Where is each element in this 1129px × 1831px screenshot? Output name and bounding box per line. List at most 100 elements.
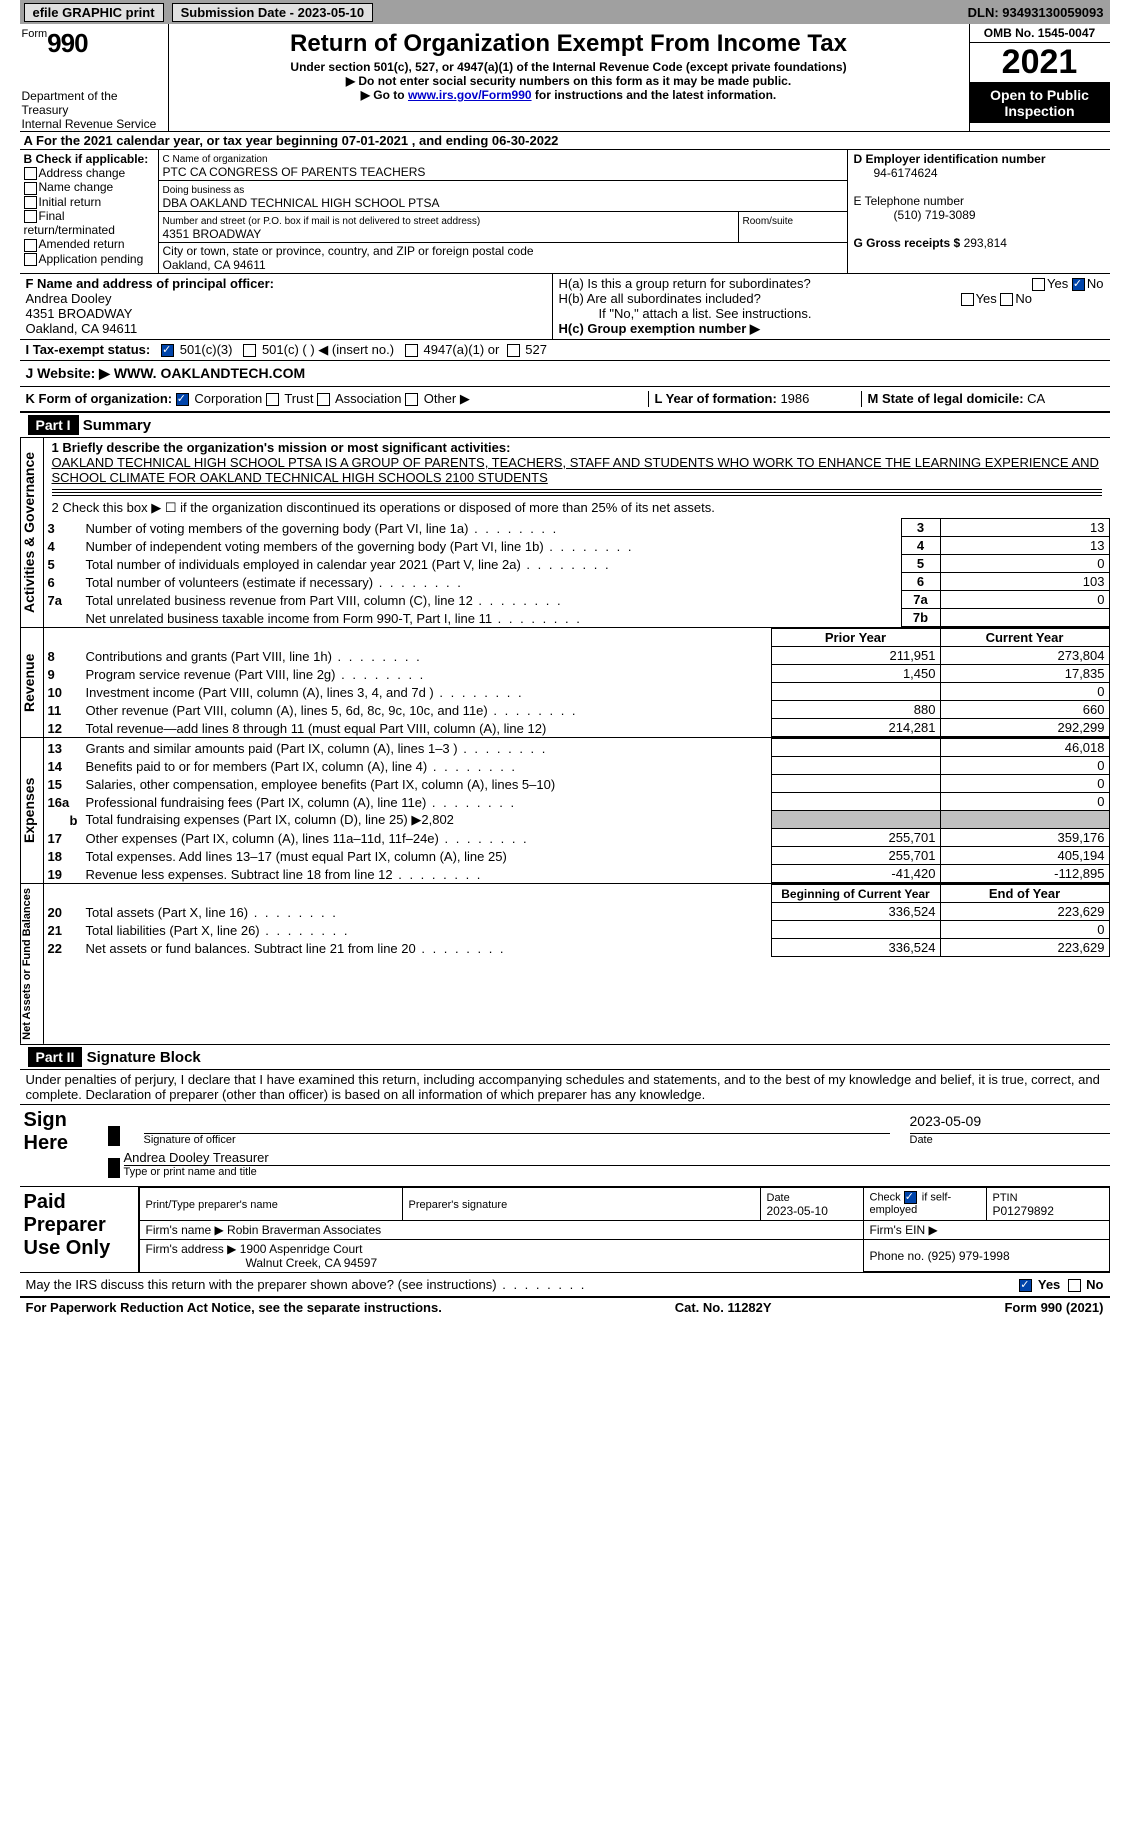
row-l: L Year of formation: 1986	[648, 391, 861, 407]
open1: Open to Public	[972, 87, 1108, 103]
chk-name[interactable]	[24, 182, 37, 195]
chk-527[interactable]	[507, 344, 520, 357]
e18c: 405,194	[940, 847, 1109, 865]
col-deg: D Employer identification number 94-6174…	[848, 150, 1110, 273]
sub3-pre: ▶ Go to	[361, 88, 408, 102]
e13t: Grants and similar amounts paid (Part IX…	[82, 739, 772, 757]
l7bb: 7b	[901, 609, 940, 627]
opt-final: Final return/terminated	[24, 209, 115, 237]
opt-4947: 4947(a)(1) or	[424, 342, 500, 357]
chk-501c[interactable]	[243, 344, 256, 357]
chk-final[interactable]	[24, 210, 37, 223]
dba-box: Doing business as DBA OAKLAND TECHNICAL …	[159, 181, 847, 212]
chk-other[interactable]	[405, 393, 418, 406]
phone: (510) 719-3089	[854, 208, 976, 222]
header-right: OMB No. 1545-0047 2021 Open to Public In…	[969, 24, 1110, 131]
l5b: 5	[901, 555, 940, 573]
row-i: I Tax-exempt status: 501(c)(3) 501(c) ( …	[20, 340, 1110, 361]
g-lbl: G Gross receipts $	[854, 236, 961, 250]
sign-here-block: Sign Here Signature of officer 2023-05-0…	[20, 1105, 1110, 1187]
chk-address[interactable]	[24, 167, 37, 180]
chk-hb-no[interactable]	[1000, 293, 1013, 306]
chk-assoc[interactable]	[317, 393, 330, 406]
yes2: Yes	[976, 291, 997, 306]
r9t: Program service revenue (Part VIII, line…	[82, 665, 772, 683]
e15p	[771, 775, 940, 793]
r11n: 11	[48, 703, 62, 718]
chk-pending[interactable]	[24, 253, 37, 266]
row-j: J Website: ▶ WWW. OAKLANDTECH.COM	[20, 361, 1110, 387]
hb-lbl: H(b) Are all subordinates included?	[559, 291, 761, 306]
i-lbl: I Tax-exempt status:	[26, 342, 151, 357]
l4b: 4	[901, 537, 940, 555]
firmaddr2: Walnut Creek, CA 94597	[146, 1256, 378, 1270]
sign-name-lbl: Type or print name and title	[124, 1166, 1110, 1178]
e15n: 15	[48, 777, 62, 792]
r8c: 273,804	[940, 647, 1109, 665]
chk-501c3[interactable]	[161, 344, 174, 357]
l5t: Total number of individuals employed in …	[82, 555, 902, 573]
r12c: 292,299	[940, 719, 1109, 737]
n22n: 22	[48, 941, 62, 956]
e16bt: Total fundraising expenses (Part IX, col…	[82, 811, 772, 829]
discuss-yes: Yes	[1038, 1277, 1060, 1292]
chk-hb-yes[interactable]	[961, 293, 974, 306]
header-left: Form990 Department of the Treasury Inter…	[20, 24, 169, 131]
chk-amended[interactable]	[24, 239, 37, 252]
e16ap	[771, 793, 940, 811]
chk-trust[interactable]	[266, 393, 279, 406]
chk-4947[interactable]	[405, 344, 418, 357]
vlabel-netassets: Net Assets or Fund Balances	[20, 884, 44, 1044]
city: Oakland, CA 94611	[163, 258, 266, 272]
chk-discuss-no[interactable]	[1068, 1279, 1081, 1292]
r9p: 1,450	[771, 665, 940, 683]
r10c: 0	[940, 683, 1109, 701]
firmname: Robin Braverman Associates	[227, 1223, 381, 1237]
mission-lbl: 1 Briefly describe the organization's mi…	[52, 440, 511, 455]
firmphone: (925) 979-1998	[928, 1249, 1010, 1263]
firmname-lbl: Firm's name ▶	[146, 1223, 224, 1237]
n22p: 336,524	[771, 939, 940, 957]
opt-corp: Corporation	[194, 391, 262, 406]
website: WWW. OAKLANDTECH.COM	[114, 365, 305, 381]
l7ab: 7a	[901, 591, 940, 609]
e13c: 46,018	[940, 739, 1109, 757]
r8p: 211,951	[771, 647, 940, 665]
sign-date: 2023-05-09	[910, 1113, 1110, 1134]
paid2: Preparer	[24, 1214, 134, 1237]
vlabel-revenue: Revenue	[20, 628, 44, 737]
l4t: Number of independent voting members of …	[82, 537, 902, 555]
f-lbl: F Name and address of principal officer:	[26, 276, 275, 291]
chk-initial[interactable]	[24, 196, 37, 209]
chk-corp[interactable]	[176, 393, 189, 406]
paid-table: Print/Type preparer's name Preparer's si…	[139, 1187, 1110, 1273]
opt-name: Name change	[39, 180, 114, 194]
line-2: 2 Check this box ▶ ☐ if the organization…	[44, 498, 1110, 518]
r10p	[771, 683, 940, 701]
submission-date-button[interactable]: Submission Date - 2023-05-10	[172, 3, 374, 22]
pdate: 2023-05-10	[767, 1204, 828, 1218]
firmaddr-lbl: Firm's address ▶	[146, 1242, 237, 1256]
omb-number: OMB No. 1545-0047	[970, 24, 1110, 43]
room-lbl: Room/suite	[743, 216, 794, 227]
chk-ha-no[interactable]	[1072, 278, 1085, 291]
n22c: 223,629	[940, 939, 1109, 957]
chk-discuss-yes[interactable]	[1019, 1279, 1032, 1292]
chk-ha-yes[interactable]	[1032, 278, 1045, 291]
no1: No	[1087, 276, 1104, 291]
n20c: 223,629	[940, 903, 1109, 921]
sub3-post: for instructions and the latest informat…	[532, 88, 777, 102]
netassets-section: Net Assets or Fund Balances Beginning of…	[20, 884, 1110, 1045]
dept-label: Department of the Treasury	[22, 89, 162, 117]
irs-link[interactable]: www.irs.gov/Form990	[408, 88, 532, 102]
paid3: Use Only	[24, 1237, 134, 1260]
discuss-text: May the IRS discuss this return with the…	[26, 1277, 587, 1292]
opt-initial: Initial return	[39, 195, 102, 209]
r11p: 880	[771, 701, 940, 719]
chk-self-employed[interactable]	[904, 1191, 917, 1204]
efile-button[interactable]: efile GRAPHIC print	[24, 3, 164, 22]
open2: Inspection	[972, 103, 1108, 119]
street-box: Number and street (or P.O. box if mail i…	[159, 212, 847, 243]
firmein-lbl: Firm's EIN ▶	[870, 1223, 938, 1237]
lines-3-7: 3Number of voting members of the governi…	[44, 518, 1110, 627]
